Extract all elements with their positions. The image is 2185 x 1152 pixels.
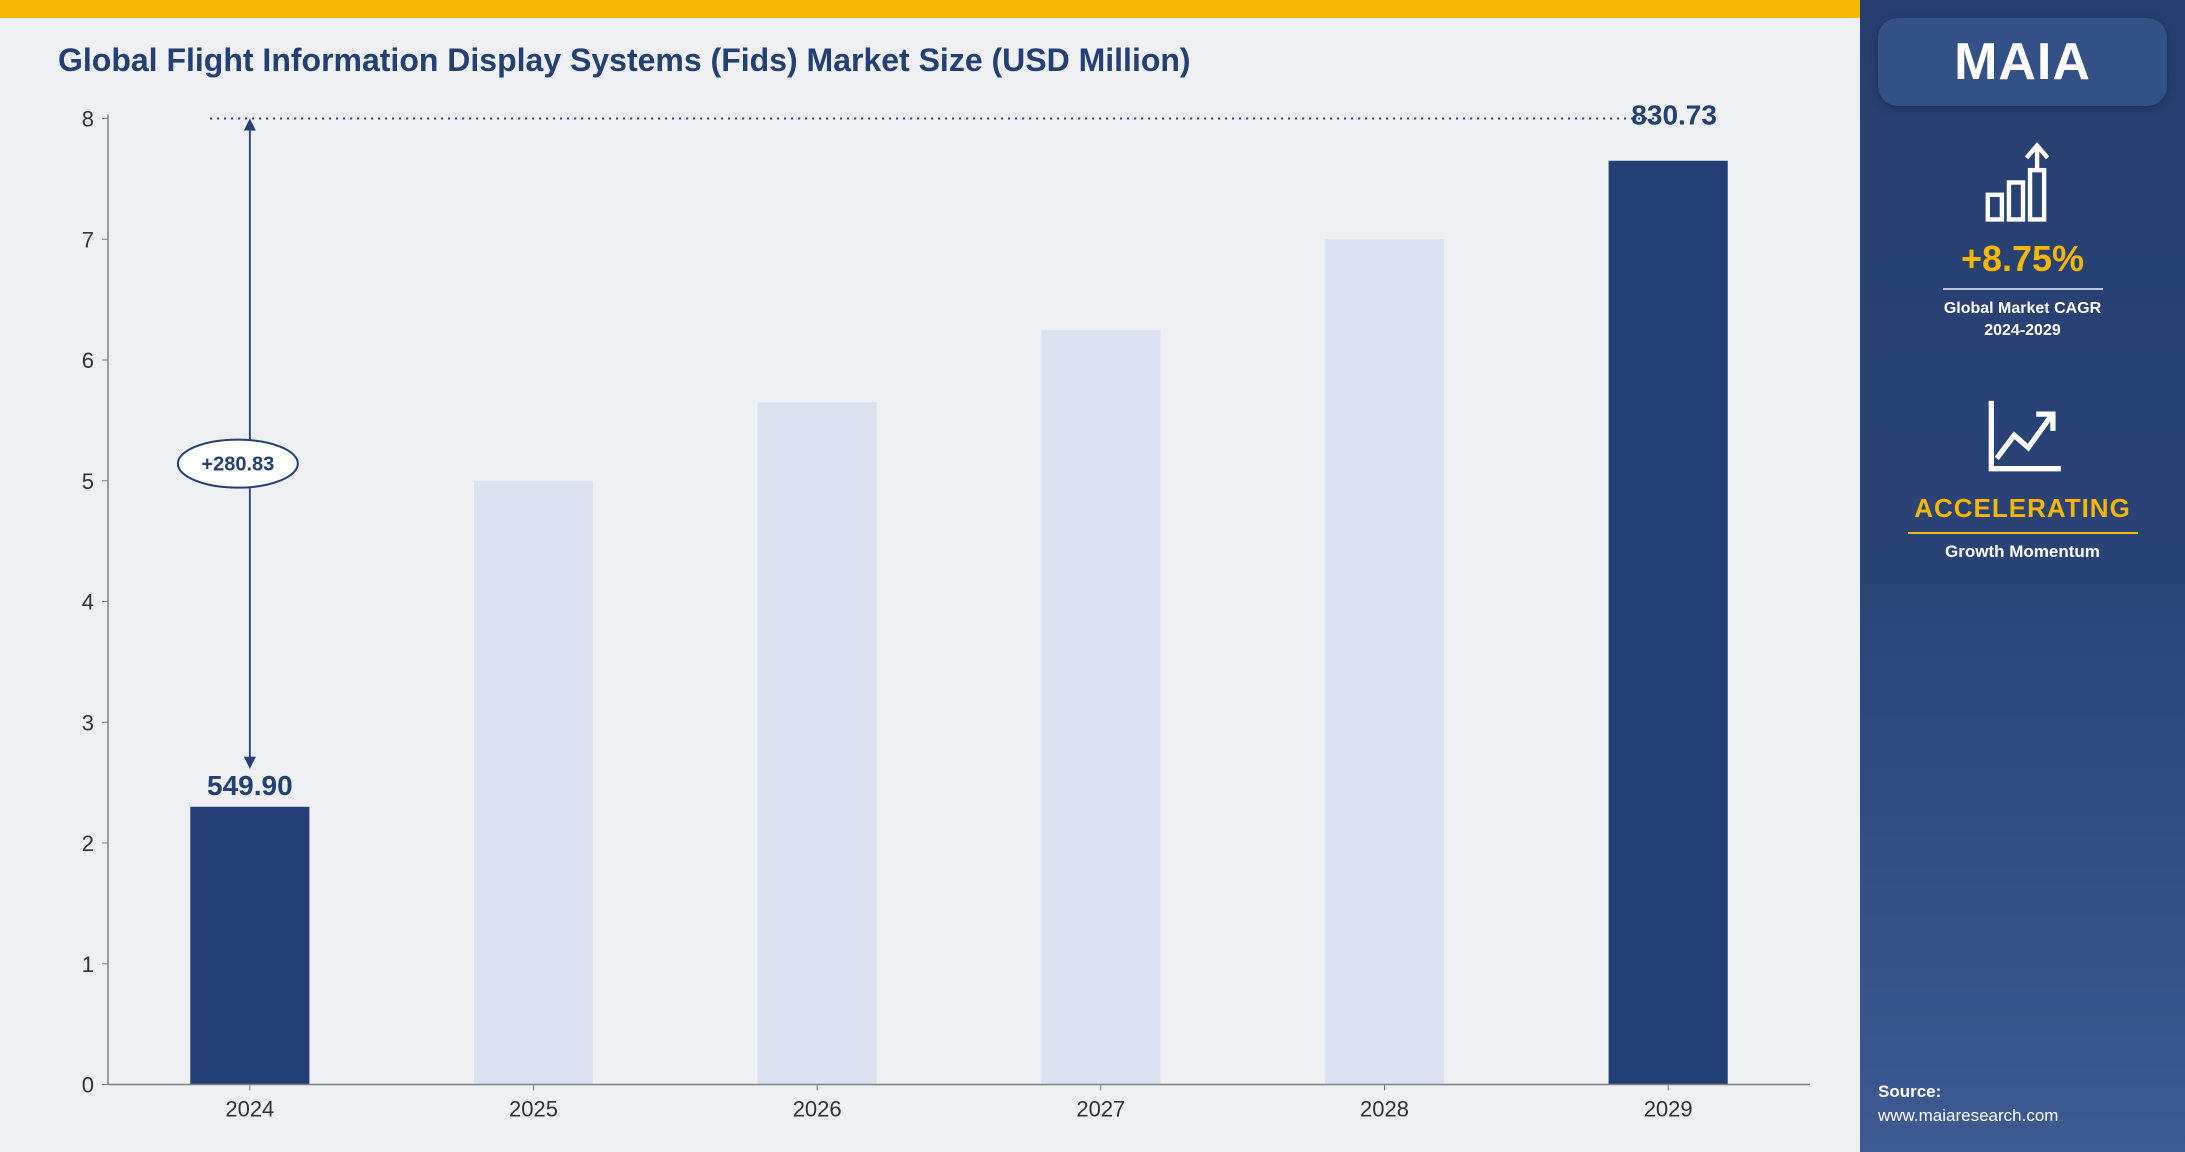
svg-text:2024: 2024 — [225, 1097, 274, 1122]
divider — [1943, 288, 2103, 290]
divider-accent — [1908, 532, 2138, 534]
accent-top-bar — [0, 0, 1860, 18]
chart-panel: Global Flight Information Display System… — [0, 0, 1860, 1152]
svg-text:2: 2 — [82, 831, 94, 856]
svg-text:0: 0 — [82, 1073, 94, 1098]
svg-text:8: 8 — [82, 107, 94, 132]
cagr-label: Global Market CAGR 2024-2029 — [1944, 298, 2101, 341]
svg-text:830.73: 830.73 — [1631, 100, 1717, 131]
momentum-text: Growth Momentum — [1945, 542, 2100, 562]
bar-chart-svg: 0 1 2 3 4 5 6 7 8 2024 2025 2026 2027 2028 2029 549.90 8… — [58, 98, 1830, 1137]
svg-text:3: 3 — [82, 710, 94, 735]
svg-text:5: 5 — [82, 469, 94, 494]
logo-box: MAIA — [1878, 18, 2167, 106]
svg-text:6: 6 — [82, 348, 94, 373]
svg-text:2025: 2025 — [509, 1097, 558, 1122]
svg-text:2029: 2029 — [1644, 1097, 1693, 1122]
source-label: Source: — [1878, 1080, 2058, 1104]
accelerating-text: ACCELERATING — [1914, 493, 2131, 524]
svg-text:2028: 2028 — [1360, 1097, 1409, 1122]
svg-text:4: 4 — [82, 590, 94, 615]
svg-text:549.90: 549.90 — [207, 770, 293, 801]
growth-bars-icon — [1979, 142, 2067, 230]
source-block: Source: www.maiaresearch.com — [1878, 1080, 2058, 1128]
svg-text:+280.83: +280.83 — [201, 454, 274, 476]
sidebar-panel: MAIA +8.75% Global Market CAGR 2024-2029… — [1860, 0, 2185, 1152]
chart-title: Global Flight Information Display System… — [30, 40, 1830, 80]
cagr-value: +8.75% — [1961, 238, 2084, 280]
trend-up-icon — [1977, 393, 2069, 481]
source-value: www.maiaresearch.com — [1878, 1104, 2058, 1128]
svg-text:2027: 2027 — [1076, 1097, 1125, 1122]
chart-area: 0 1 2 3 4 5 6 7 8 2024 2025 2026 2027 2028 2029 549.90 8… — [30, 98, 1830, 1137]
cagr-label-line1: Global Market CAGR — [1944, 300, 2101, 317]
cagr-label-line2: 2024-2029 — [1984, 322, 2061, 339]
logo-text: MAIA — [1886, 32, 2159, 92]
svg-text:7: 7 — [82, 227, 94, 252]
svg-text:2026: 2026 — [793, 1097, 842, 1122]
svg-text:1: 1 — [82, 952, 94, 977]
